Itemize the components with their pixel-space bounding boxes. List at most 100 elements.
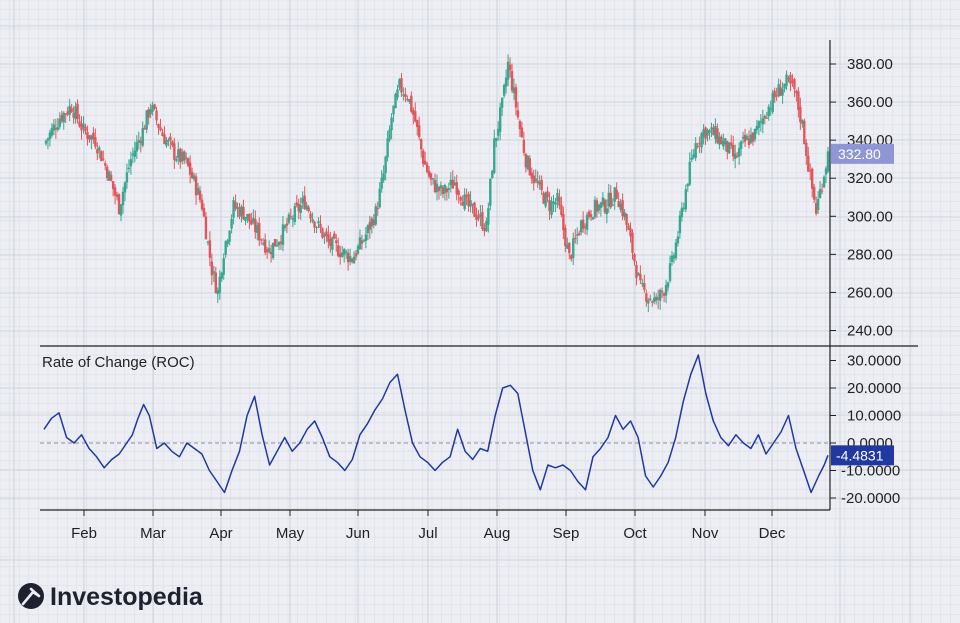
candle-body [728,142,731,154]
candle-body [431,178,435,180]
candle-body [346,252,350,263]
candle-body [639,274,642,281]
candle-body [283,225,287,229]
candle-body [540,179,543,191]
candle-body [653,297,656,302]
candle-body [70,108,73,113]
candle-body [159,127,162,131]
candle-body [350,258,354,262]
candle-body [714,125,717,139]
candle-body [175,158,178,161]
candle-body [267,248,271,253]
candle-body [471,203,474,206]
candle-body [625,213,628,226]
candle-body [129,159,133,167]
candle-body [68,106,71,115]
x-tick-label: Nov [692,525,719,542]
candle-body [666,282,670,288]
candle-body [481,211,484,230]
candle-body [597,204,601,211]
candle-body [522,139,526,153]
candle-body [485,221,488,232]
candle-body [262,243,265,245]
candle-body [514,87,518,108]
candle-body [392,105,395,115]
candle-body [414,111,417,122]
candle-body [427,170,431,177]
candle-body [98,147,101,151]
roc-y-tick-label: 20.0000 [847,380,901,397]
candle-body [358,237,362,250]
candle-body [254,218,257,233]
candle-body [72,112,75,118]
candle-body [680,207,684,217]
candle-body [670,255,674,263]
candle-body [647,300,650,304]
candle-body [269,251,273,255]
candle-body [248,213,251,222]
candle-body [767,106,770,117]
candle-body [812,186,816,200]
candle-body [619,203,622,210]
candle-body [337,245,340,257]
candle-body [773,90,776,98]
candle-body [807,155,810,172]
candle-body [115,194,119,198]
roc-y-tick-label: 30.0000 [847,353,901,370]
candle-body [299,205,302,213]
candle-body [694,143,697,158]
roc-series [40,354,830,494]
candle-body [585,214,589,230]
candle-body [803,120,806,144]
candle-body [105,166,109,179]
candle-body [502,84,506,96]
candle-body [265,249,269,252]
candle-body [161,132,164,137]
candle-body [787,78,790,80]
candle-body [58,118,61,127]
candle-body [672,255,676,259]
candle-body [419,139,423,150]
candle-body [388,129,391,141]
candle-body [710,127,713,130]
candle-body [572,238,575,258]
candle-body [226,240,229,245]
candle-body [664,284,668,296]
candle-body [783,83,786,89]
candle-body [147,109,150,118]
roc-line [43,354,829,494]
candle-body [662,293,666,296]
candle-body [795,90,798,94]
candle-body [678,215,682,234]
price-y-tick-label: 300.00 [847,208,893,225]
candle-body [102,158,105,160]
candle-body [319,223,322,228]
candle-body [56,127,60,130]
roc-panel-title: Rate of Change (ROC) [42,354,195,371]
candle-body [771,93,774,113]
candle-body [564,228,567,247]
candle-body [645,293,648,302]
candle-body [477,217,480,219]
candle-body [435,183,439,193]
candle-body [587,211,591,217]
candle-body [80,124,83,131]
candle-body [603,199,607,213]
candle-body [753,128,757,140]
candle-body [789,74,792,84]
candle-body [157,124,160,128]
axes: 240.00260.00280.00300.00320.00340.00360.… [40,40,918,542]
candle-body [258,222,261,241]
candle-body [457,190,460,195]
candle-body [483,228,486,231]
candle-body [348,255,352,263]
candle-body [613,187,616,202]
candle-body [307,207,310,212]
candle-body [135,142,139,152]
candle-body [366,225,370,234]
candle-body [542,192,545,204]
candle-body [775,95,778,97]
candle-body [339,253,342,258]
